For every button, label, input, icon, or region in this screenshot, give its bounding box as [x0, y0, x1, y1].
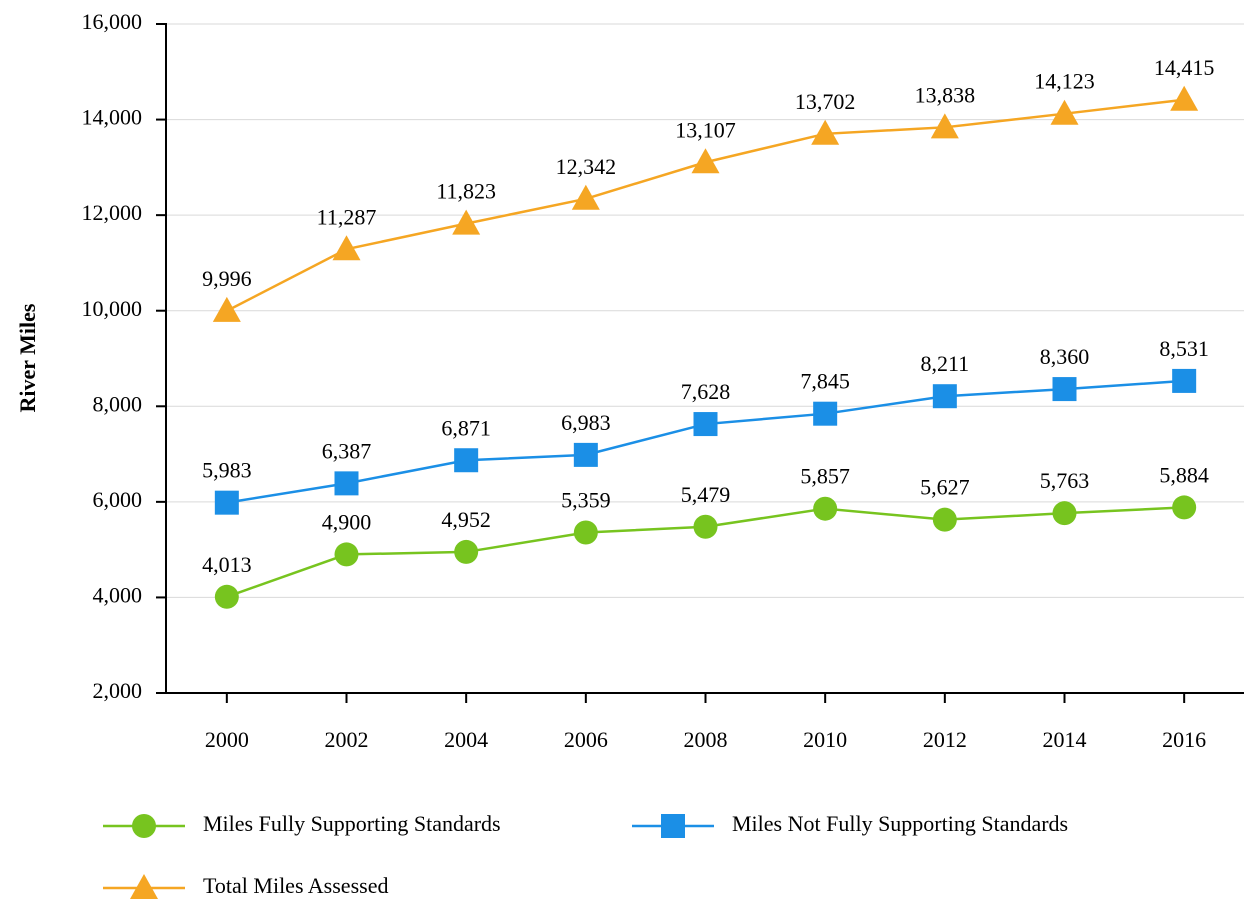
data-label: 8,531	[1159, 336, 1209, 361]
data-label: 8,360	[1040, 344, 1090, 369]
data-point	[691, 148, 720, 174]
data-label: 11,287	[317, 204, 377, 229]
data-label: 5,857	[800, 464, 850, 489]
data-point	[214, 490, 239, 515]
data-point	[813, 401, 838, 426]
data-point	[452, 209, 481, 235]
data-point	[334, 542, 359, 567]
legend-marker	[130, 874, 158, 899]
x-tick-label: 2006	[564, 727, 608, 752]
x-tick-label: 2004	[444, 727, 488, 752]
data-point	[693, 514, 718, 539]
data-label: 6,387	[322, 438, 372, 463]
data-point	[1052, 501, 1077, 526]
data-point	[811, 119, 840, 145]
data-point	[1170, 85, 1199, 111]
data-label: 12,342	[556, 154, 617, 179]
data-label: 11,823	[436, 179, 496, 204]
y-tick-label: 10,000	[82, 296, 143, 321]
y-tick-label: 6,000	[93, 487, 143, 512]
legend-marker	[661, 814, 685, 838]
x-tick-label: 2008	[684, 727, 728, 752]
legend-label: Miles Not Fully Supporting Standards	[732, 811, 1068, 836]
y-axis-label: River Miles	[15, 303, 40, 412]
data-label: 7,628	[681, 379, 731, 404]
data-label: 5,627	[920, 475, 970, 500]
data-label: 5,763	[1040, 468, 1090, 493]
data-point	[332, 235, 361, 261]
y-tick-label: 16,000	[82, 9, 143, 34]
data-label: 5,359	[561, 488, 611, 513]
data-point	[334, 471, 359, 496]
data-point	[571, 184, 600, 210]
data-label: 9,996	[202, 266, 252, 291]
x-tick-label: 2014	[1043, 727, 1087, 752]
data-point	[930, 113, 959, 139]
x-tick-label: 2016	[1162, 727, 1206, 752]
data-point	[932, 384, 957, 409]
y-tick-label: 12,000	[82, 200, 143, 225]
x-tick-label: 2010	[803, 727, 847, 752]
data-point	[932, 507, 957, 532]
data-label: 14,415	[1154, 55, 1215, 80]
data-label: 13,702	[795, 89, 856, 114]
data-point	[1172, 368, 1197, 393]
data-point	[573, 442, 598, 467]
y-tick-label: 8,000	[93, 391, 143, 416]
y-tick-label: 14,000	[82, 105, 143, 130]
data-label: 5,983	[202, 458, 252, 483]
data-point	[212, 296, 241, 322]
data-point	[454, 448, 479, 473]
y-tick-label: 2,000	[93, 678, 143, 703]
data-label: 13,838	[915, 82, 976, 107]
data-label: 14,123	[1034, 69, 1095, 94]
legend-label: Miles Fully Supporting Standards	[203, 811, 501, 836]
data-point	[214, 584, 239, 609]
data-point	[454, 539, 479, 564]
data-label: 13,107	[675, 117, 736, 142]
data-label: 4,900	[322, 509, 372, 534]
data-label: 6,871	[441, 415, 491, 440]
data-point	[1172, 495, 1197, 520]
data-point	[1050, 99, 1079, 125]
legend-marker	[132, 814, 156, 838]
x-tick-label: 2012	[923, 727, 967, 752]
data-label: 6,983	[561, 410, 611, 435]
data-point	[573, 520, 598, 545]
data-label: 4,952	[441, 507, 491, 532]
data-label: 5,479	[681, 482, 731, 507]
data-point	[813, 496, 838, 521]
x-tick-label: 2000	[205, 727, 249, 752]
legend-label: Total Miles Assessed	[203, 873, 388, 898]
y-tick-label: 4,000	[93, 582, 143, 607]
data-label: 4,013	[202, 552, 252, 577]
data-label: 5,884	[1159, 462, 1209, 487]
data-point	[693, 412, 718, 437]
data-point	[1052, 377, 1077, 402]
data-label: 7,845	[800, 369, 850, 394]
x-tick-label: 2002	[325, 727, 369, 752]
data-label: 8,211	[920, 351, 969, 376]
